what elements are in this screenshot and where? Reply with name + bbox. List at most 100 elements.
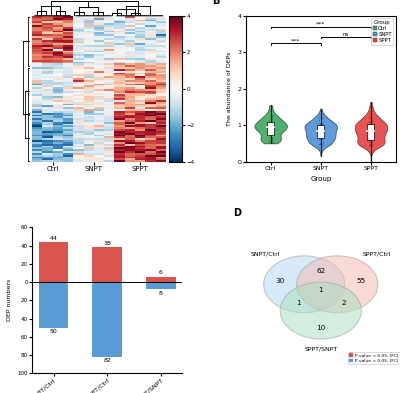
Point — [366, 110, 372, 116]
Point — [269, 126, 275, 132]
Point — [266, 110, 273, 116]
Point — [268, 129, 274, 135]
Point — [316, 117, 322, 123]
Point — [368, 138, 374, 144]
Bar — [39, 282, 68, 328]
Point — [268, 103, 275, 109]
Point — [319, 143, 325, 150]
Text: 8: 8 — [159, 291, 163, 296]
Point — [317, 114, 324, 120]
Point — [268, 121, 274, 127]
Point — [319, 124, 325, 130]
Point — [316, 121, 322, 127]
Point — [366, 129, 372, 135]
Point — [316, 136, 322, 142]
Point — [318, 134, 324, 140]
Point — [367, 134, 374, 140]
Point — [267, 118, 274, 125]
Point — [370, 141, 376, 148]
Point — [320, 121, 326, 127]
Point — [367, 136, 373, 142]
Point — [269, 125, 276, 131]
Point — [366, 126, 372, 132]
Y-axis label: DEP numbers: DEP numbers — [7, 279, 12, 321]
Point — [266, 118, 272, 125]
Point — [267, 129, 273, 136]
Point — [267, 116, 274, 123]
Point — [317, 141, 324, 148]
Point — [266, 120, 272, 126]
Point — [369, 131, 375, 138]
Point — [266, 139, 272, 145]
Bar — [39, 242, 68, 282]
Point — [319, 121, 326, 127]
Point — [369, 136, 375, 143]
Point — [319, 130, 325, 137]
Point — [368, 125, 375, 131]
Point — [266, 131, 273, 137]
Point — [266, 123, 272, 130]
Point — [318, 120, 325, 127]
Point — [368, 116, 374, 122]
Point — [366, 129, 373, 135]
Point — [367, 141, 373, 148]
Point — [267, 123, 274, 130]
Text: ***: *** — [316, 22, 326, 27]
Point — [268, 128, 274, 134]
Point — [368, 124, 374, 130]
Point — [266, 131, 272, 138]
Point — [367, 139, 374, 145]
Point — [368, 129, 375, 135]
Point — [319, 128, 326, 134]
Point — [266, 119, 273, 125]
Point — [370, 123, 376, 130]
Point — [319, 141, 326, 147]
Point — [268, 113, 275, 119]
Point — [368, 134, 374, 140]
Point — [366, 137, 372, 143]
Bar — [92, 248, 122, 282]
Point — [366, 130, 372, 136]
Point — [268, 120, 274, 127]
Point — [319, 125, 326, 132]
Text: SPPT/SNPT: SPPT/SNPT — [304, 346, 338, 351]
Point — [266, 130, 272, 136]
Point — [320, 131, 326, 137]
Point — [369, 122, 375, 129]
Point — [367, 138, 373, 144]
Point — [269, 136, 275, 143]
Point — [266, 125, 272, 131]
Point — [266, 134, 273, 141]
Point — [366, 114, 373, 120]
Point — [317, 136, 324, 142]
Point — [269, 116, 276, 123]
Point — [266, 132, 273, 139]
Point — [268, 123, 275, 129]
Point — [319, 139, 326, 145]
Point — [368, 128, 375, 134]
Text: 1: 1 — [318, 287, 323, 293]
Point — [370, 99, 376, 105]
Point — [319, 124, 325, 130]
Point — [268, 111, 274, 118]
Point — [370, 140, 376, 146]
Point — [367, 125, 374, 131]
Point — [318, 120, 324, 127]
Point — [366, 143, 373, 150]
Point — [368, 126, 375, 132]
Point — [317, 138, 323, 144]
Point — [318, 118, 324, 124]
Point — [267, 128, 273, 134]
Point — [366, 114, 372, 120]
Point — [369, 143, 376, 149]
Point — [369, 158, 376, 164]
Point — [267, 119, 273, 125]
Point — [366, 133, 373, 139]
Point — [268, 125, 274, 131]
Point — [366, 135, 372, 141]
Point — [269, 135, 276, 141]
Point — [317, 141, 324, 147]
Point — [370, 132, 376, 138]
Point — [267, 135, 274, 141]
Point — [367, 123, 374, 129]
